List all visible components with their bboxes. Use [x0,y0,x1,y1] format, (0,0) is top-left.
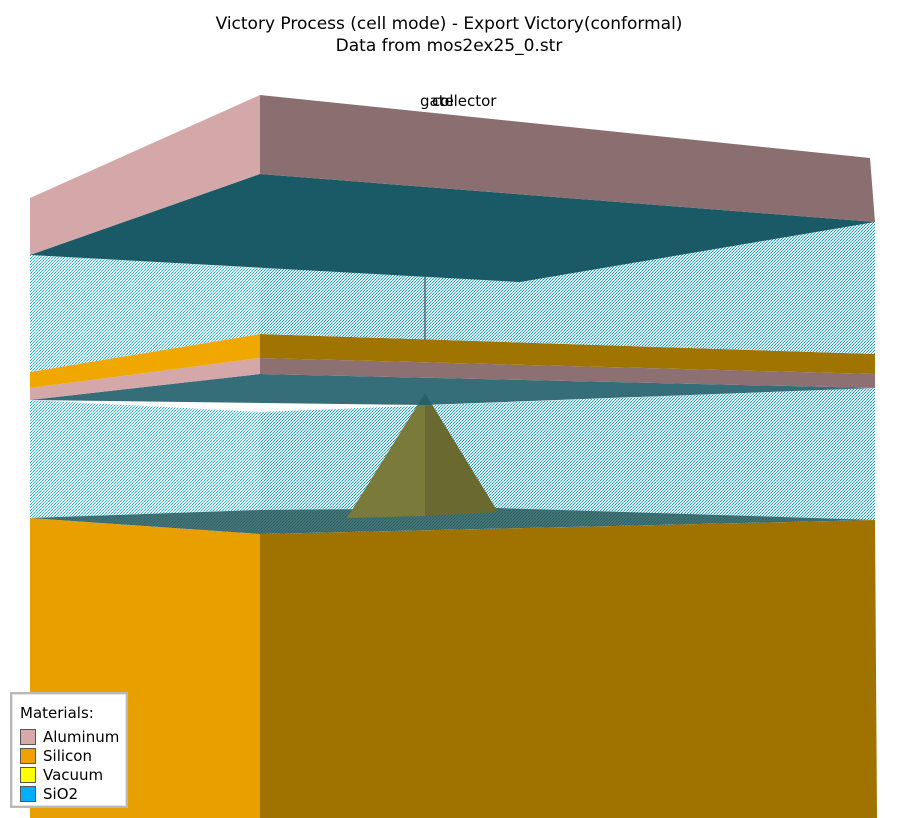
legend-swatch-silicon [20,748,36,764]
aluminum-top-right-face [260,95,875,222]
oxide-silicon-interface [30,508,875,534]
legend-label-sio2: SiO2 [43,785,79,803]
legend-swatch-aluminum [20,729,36,745]
electrode-label-collector: collector [432,92,497,110]
silicon-band-right-face [260,334,875,374]
legend-title: Materials: [20,704,94,722]
oxide-lower-top-surface [30,374,875,405]
legend-swatch-vacuum [20,767,36,783]
silicon-band-left-face [30,334,260,388]
plot-title: Victory Process (cell mode) - Export Vic… [215,14,683,34]
aluminum-band-right-face [260,358,875,388]
legend-label-silicon: Silicon [43,747,92,765]
oxide-upper-left-face [30,255,260,372]
legend-label-aluminum: Aluminum [43,728,120,746]
pyramid-right-face [425,393,498,516]
plot-subtitle: Data from mos2ex25_0.str [335,36,563,56]
legend-label-vacuum: Vacuum [43,766,104,784]
oxide-lower-left-face [30,400,260,534]
pyramid-left-face [347,393,425,518]
oxide-upper-top-surface [30,174,875,282]
oxide-upper-right-face [260,222,875,354]
materials-legend: Materials: Aluminum Silicon Vacuum SiO2 [10,692,128,808]
electrode-label-gate: gate [420,92,454,110]
aluminum-top-left-face [30,95,260,255]
silicon-substrate-right-face [260,520,877,818]
legend-swatch-sio2 [20,786,36,802]
aluminum-band-left-face [30,358,260,400]
